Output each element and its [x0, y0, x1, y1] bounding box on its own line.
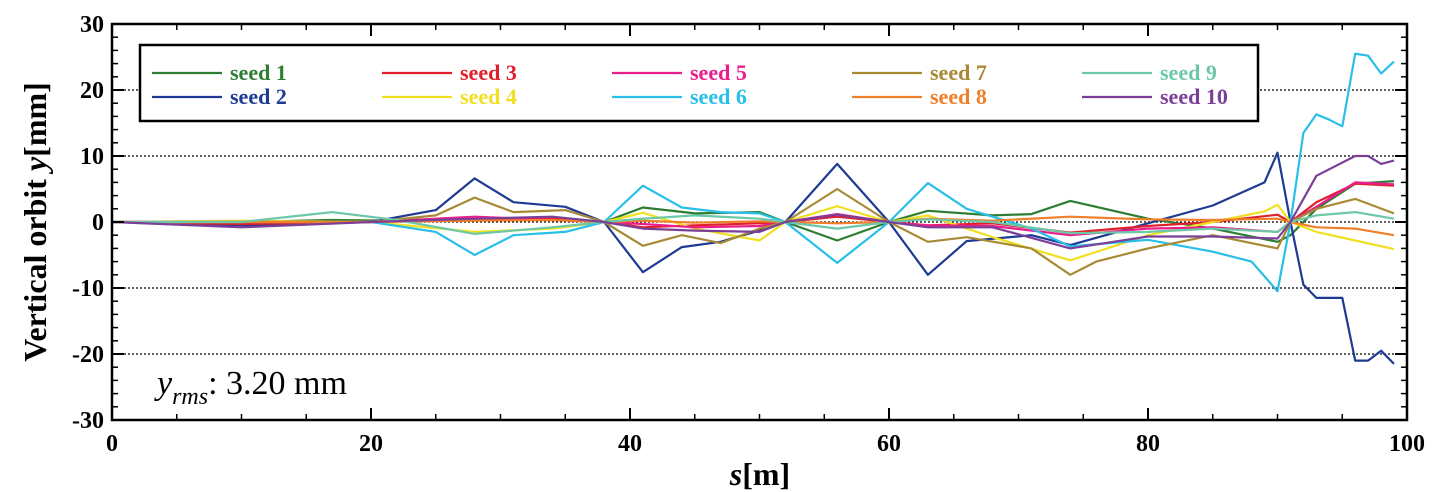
y-tick-label: 30: [80, 12, 104, 38]
y-axis-title: Vertical orbit y[mm]: [17, 82, 53, 362]
y-tick-label: 0: [92, 210, 104, 236]
y-tick-label: -30: [72, 408, 104, 434]
x-tick-label: 20: [359, 431, 383, 457]
y-tick-label: -10: [72, 276, 104, 302]
x-tick-label: 40: [618, 431, 642, 457]
series-line-seed-10: [111, 154, 1395, 250]
legend-label: seed 3: [460, 60, 517, 85]
legend-label: seed 1: [230, 60, 287, 85]
series-line-seed-7: [112, 187, 1395, 276]
legend-label: seed 7: [930, 60, 987, 85]
legend-label: seed 10: [1160, 84, 1228, 109]
y-tick-label: 20: [80, 78, 104, 104]
series-line-seed-2: [111, 151, 1395, 365]
legend-label: seed 8: [930, 84, 987, 109]
legend-label: seed 2: [230, 84, 287, 109]
x-tick-label: 60: [877, 431, 901, 457]
axis-ticks: 0 20 40 60 80 100 -30 -20 -10 0 10 20 30: [72, 12, 1425, 457]
legend-label: seed 5: [690, 60, 747, 85]
series-line-seed-8: [112, 215, 1395, 237]
rms-annotation: yrms: 3.20 mm: [154, 365, 347, 410]
x-tick-label: 100: [1389, 431, 1425, 457]
series-line-seed-6: [112, 52, 1395, 293]
series-line-seed-9: [112, 211, 1395, 235]
x-tick-label: 0: [106, 431, 118, 457]
y-tick-label: 10: [80, 144, 104, 170]
y-tick-label: -20: [72, 342, 104, 368]
x-tick-label: 80: [1136, 431, 1160, 457]
legend-label: seed 4: [460, 84, 517, 109]
legend-label: seed 9: [1160, 60, 1217, 85]
legend-label: seed 6: [690, 84, 747, 109]
x-axis-title: s[m]: [729, 456, 790, 492]
series-lines: [111, 52, 1395, 365]
legend-box: [138, 43, 1260, 123]
